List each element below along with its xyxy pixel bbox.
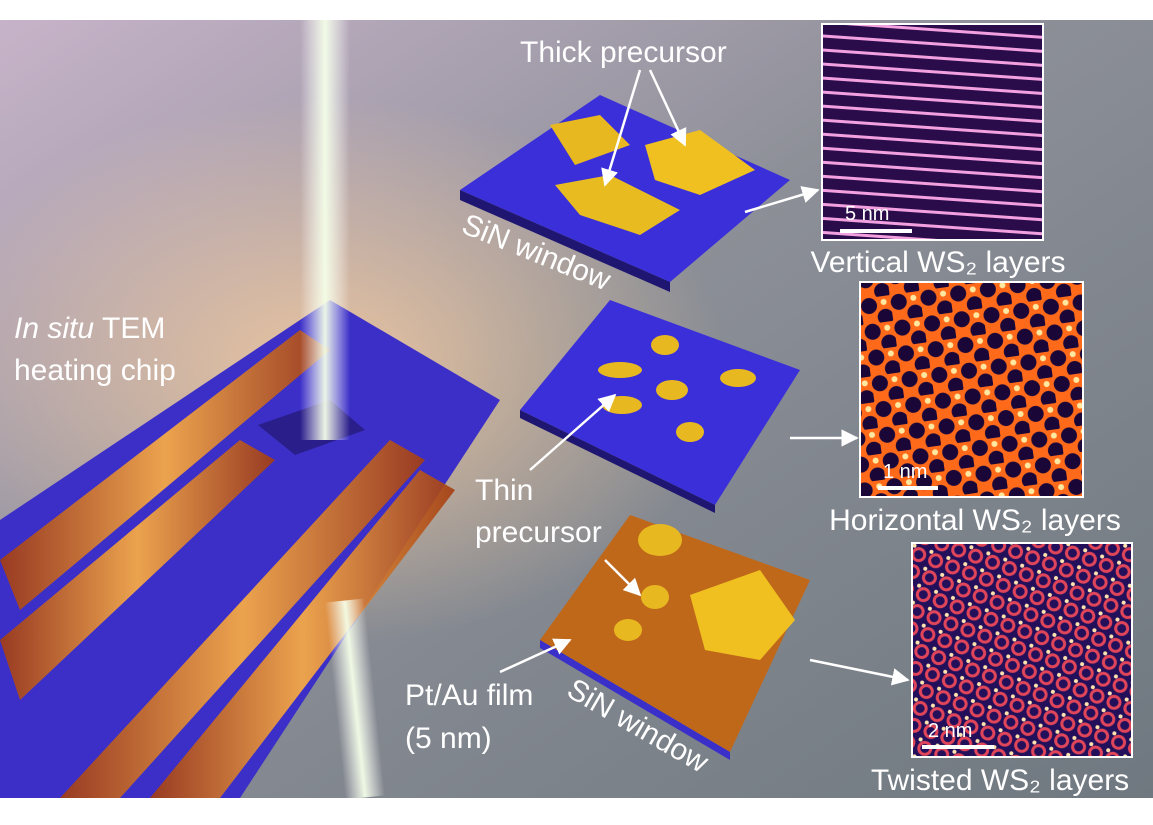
thin-precursor-label: precursor	[475, 516, 602, 549]
arrow	[604, 559, 642, 597]
chip-label-rest: TEM	[102, 312, 165, 345]
electron-beam	[324, 598, 386, 800]
arrow	[601, 69, 642, 187]
tem-image-twisted	[911, 542, 1133, 758]
chip-label: In situ TEM	[14, 312, 165, 345]
panel-caption: Horizontal WS₂ layers	[829, 504, 1121, 537]
electron-beam	[300, 20, 350, 440]
scale-label: 5 nm	[845, 203, 889, 225]
arrow	[744, 186, 820, 214]
chip-label-italic: In situ	[14, 312, 94, 345]
thick-precursor-label: Thick precursor	[520, 36, 727, 69]
tem-image-vertical	[821, 23, 1044, 241]
film-label: Pt/Au film	[405, 679, 533, 712]
arrow	[648, 69, 687, 147]
scale-bar	[840, 229, 912, 233]
film-label: (5 nm)	[405, 722, 492, 755]
scale-bar	[922, 745, 994, 749]
thin-precursor-label: Thin	[475, 474, 533, 507]
chip-label: heating chip	[14, 354, 176, 387]
scale-label: 1 nm	[883, 461, 927, 483]
scale-label: 2 nm	[928, 720, 972, 742]
sin-window-thick	[460, 95, 790, 292]
tem-image-horizontal	[859, 281, 1084, 498]
panel-caption: Twisted WS₂ layers	[871, 764, 1129, 797]
arrow	[809, 658, 910, 686]
panel-caption: Vertical WS₂ layers	[810, 246, 1065, 279]
arrow	[499, 638, 572, 674]
scale-bar	[878, 486, 938, 490]
arrow	[529, 393, 617, 471]
pt-au-window	[540, 515, 810, 760]
